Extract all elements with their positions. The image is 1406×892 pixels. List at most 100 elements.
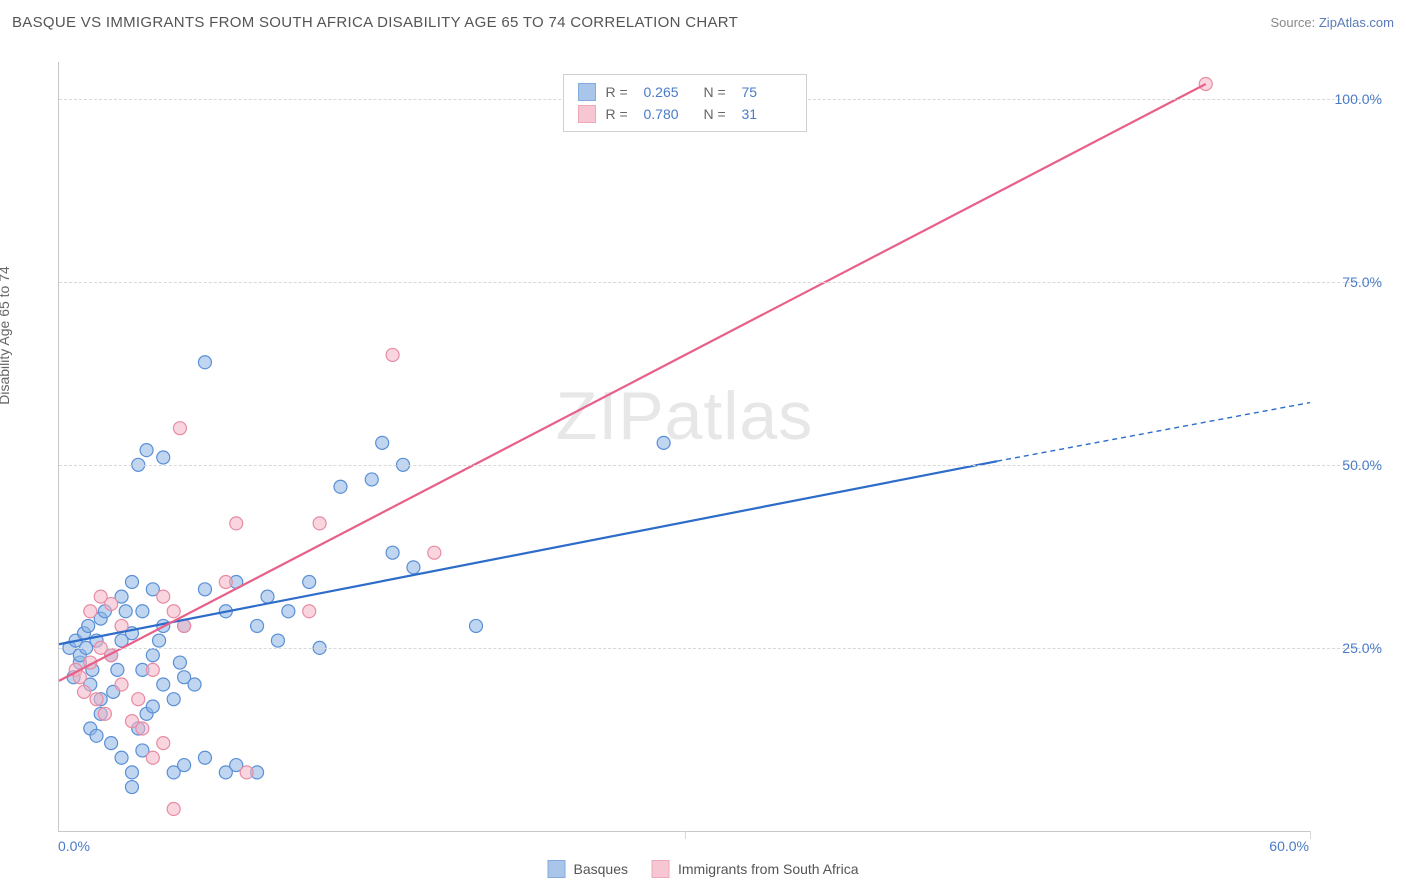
- n-label: N =: [704, 106, 732, 122]
- data-point: [140, 444, 153, 457]
- regression-line-extrapolated: [997, 403, 1310, 462]
- data-point: [125, 781, 138, 794]
- data-point: [173, 656, 186, 669]
- data-point: [157, 678, 170, 691]
- y-tick-label: 100.0%: [1335, 91, 1382, 107]
- data-point: [219, 575, 232, 588]
- source-prefix: Source:: [1270, 15, 1318, 30]
- regression-line: [59, 84, 1206, 681]
- plot-right-border: [1310, 831, 1311, 839]
- legend-label-immigrants: Immigrants from South Africa: [678, 861, 859, 877]
- data-point: [146, 649, 159, 662]
- data-point: [78, 685, 91, 698]
- data-point: [105, 597, 118, 610]
- data-point: [657, 436, 670, 449]
- data-point: [282, 605, 295, 618]
- legend-label-basques: Basques: [574, 861, 628, 877]
- r-label: R =: [606, 106, 634, 122]
- data-point: [271, 634, 284, 647]
- r-value-basques: 0.265: [644, 84, 694, 100]
- data-point: [230, 517, 243, 530]
- regression-line: [59, 461, 997, 644]
- data-point: [157, 451, 170, 464]
- y-axis-label: Disability Age 65 to 74: [0, 266, 12, 405]
- plot-svg: [59, 62, 1310, 831]
- data-point: [90, 729, 103, 742]
- stats-legend: R = 0.265 N = 75 R = 0.780 N = 31: [563, 74, 807, 132]
- chart-title: BASQUE VS IMMIGRANTS FROM SOUTH AFRICA D…: [12, 14, 738, 31]
- data-point: [90, 693, 103, 706]
- data-point: [198, 583, 211, 596]
- data-point: [198, 356, 211, 369]
- data-point: [82, 619, 95, 632]
- data-point: [125, 575, 138, 588]
- stats-row-basques: R = 0.265 N = 75: [578, 81, 792, 103]
- data-point: [407, 561, 420, 574]
- gridline-h: [59, 465, 1380, 466]
- data-point: [365, 473, 378, 486]
- data-point: [173, 422, 186, 435]
- data-point: [119, 605, 132, 618]
- data-point: [386, 348, 399, 361]
- n-value-immigrants: 31: [742, 106, 792, 122]
- y-tick-label: 25.0%: [1342, 640, 1382, 656]
- data-point: [240, 766, 253, 779]
- r-value-immigrants: 0.780: [644, 106, 694, 122]
- x-tick-label: 60.0%: [1269, 838, 1309, 854]
- data-point: [470, 619, 483, 632]
- plot-area: ZIPatlas R = 0.265 N = 75 R = 0.780 N = …: [58, 62, 1310, 832]
- data-point: [157, 737, 170, 750]
- data-point: [198, 751, 211, 764]
- data-point: [261, 590, 274, 603]
- swatch-basques: [578, 83, 596, 101]
- swatch-immigrants: [652, 860, 670, 878]
- legend-item-basques: Basques: [548, 860, 628, 878]
- data-point: [146, 663, 159, 676]
- data-point: [167, 803, 180, 816]
- n-value-basques: 75: [742, 84, 792, 100]
- data-point: [146, 751, 159, 764]
- data-point: [313, 517, 326, 530]
- y-tick-label: 50.0%: [1342, 457, 1382, 473]
- data-point: [132, 693, 145, 706]
- data-point: [251, 619, 264, 632]
- data-point: [167, 693, 180, 706]
- swatch-basques: [548, 860, 566, 878]
- x-tick-label: 0.0%: [58, 838, 90, 854]
- data-point: [188, 678, 201, 691]
- swatch-immigrants: [578, 105, 596, 123]
- data-point: [111, 663, 124, 676]
- data-point: [115, 678, 128, 691]
- data-point: [153, 634, 166, 647]
- data-point: [334, 480, 347, 493]
- data-point: [136, 605, 149, 618]
- data-point: [376, 436, 389, 449]
- data-point: [157, 590, 170, 603]
- chart-container: Disability Age 65 to 74 ZIPatlas R = 0.2…: [12, 50, 1394, 882]
- data-point: [428, 546, 441, 559]
- data-point: [105, 737, 118, 750]
- data-point: [303, 575, 316, 588]
- data-point: [84, 605, 97, 618]
- data-point: [115, 751, 128, 764]
- gridline-v: [685, 831, 686, 839]
- data-point: [178, 759, 191, 772]
- y-tick-label: 75.0%: [1342, 274, 1382, 290]
- n-label: N =: [704, 84, 732, 100]
- data-point: [303, 605, 316, 618]
- data-point: [386, 546, 399, 559]
- data-point: [146, 700, 159, 713]
- data-point: [136, 722, 149, 735]
- legend-item-immigrants: Immigrants from South Africa: [652, 860, 859, 878]
- data-point: [167, 605, 180, 618]
- gridline-h: [59, 648, 1380, 649]
- gridline-h: [59, 282, 1380, 283]
- r-label: R =: [606, 84, 634, 100]
- data-point: [98, 707, 111, 720]
- source-attribution: Source: ZipAtlas.com: [1270, 15, 1394, 30]
- stats-row-immigrants: R = 0.780 N = 31: [578, 103, 792, 125]
- bottom-legend: Basques Immigrants from South Africa: [548, 860, 859, 878]
- source-link[interactable]: ZipAtlas.com: [1319, 15, 1394, 30]
- chart-header: BASQUE VS IMMIGRANTS FROM SOUTH AFRICA D…: [12, 14, 1394, 31]
- data-point: [125, 766, 138, 779]
